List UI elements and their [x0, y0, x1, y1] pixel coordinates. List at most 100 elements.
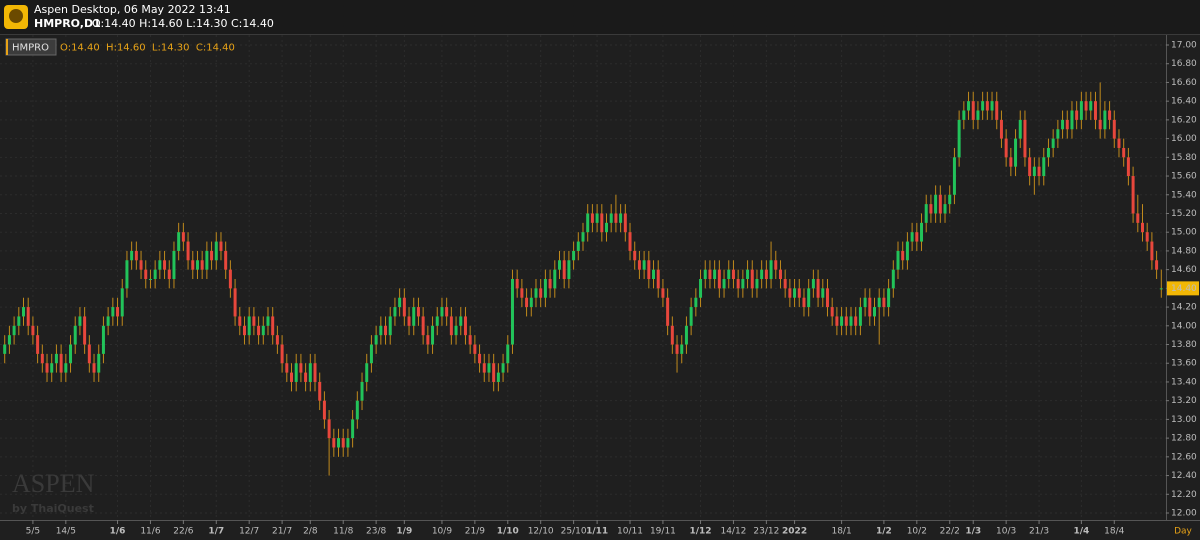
x-tick-label: 1/4	[1073, 527, 1089, 537]
candle-body	[294, 363, 298, 382]
y-tick-label: 13.40	[1171, 377, 1197, 387]
candle-body	[73, 325, 77, 345]
candle-body	[957, 119, 961, 158]
candle-body	[1093, 101, 1097, 120]
candle-body	[534, 288, 538, 298]
x-tick-label: 1/9	[396, 527, 412, 537]
candle-body	[398, 297, 402, 308]
candle-body	[266, 316, 270, 326]
candle-body	[844, 316, 848, 326]
candle-body	[290, 372, 293, 382]
symbol: HMPRO,D1	[34, 17, 101, 30]
candle-body	[1046, 147, 1050, 158]
candle-body	[694, 297, 698, 308]
y-tick-label: 12.60	[1171, 452, 1197, 462]
candle-body	[567, 260, 571, 279]
x-tick-label: 19/11	[650, 527, 676, 537]
app-icon-mark	[9, 9, 23, 23]
candle-body	[1023, 119, 1027, 158]
candle-body	[111, 307, 115, 317]
x-tick-label: 12/10	[528, 527, 554, 537]
candle-body	[388, 316, 392, 336]
candle-body	[543, 279, 547, 298]
candle-body	[181, 232, 185, 242]
candle-body	[440, 307, 444, 317]
candle-body	[87, 344, 91, 364]
x-tick-label: 23/12	[753, 527, 779, 537]
x-tick-label: 2022	[782, 527, 807, 537]
candle-body	[59, 353, 63, 373]
candle-body	[186, 241, 190, 261]
candle-body	[158, 260, 162, 270]
candle-body	[529, 297, 533, 308]
candle-body	[835, 316, 839, 326]
y-tick-label: 14.80	[1171, 246, 1197, 256]
y-tick-label: 15.20	[1171, 209, 1197, 219]
candle-body	[675, 344, 679, 354]
candle-body	[802, 297, 806, 308]
candle-body	[633, 250, 637, 261]
y-tick-label: 12.40	[1171, 471, 1197, 481]
header-ohlc: O:14.40 H:14.60 L:14.30 C:14.40	[92, 17, 274, 30]
x-tick-label: 1/7	[208, 527, 224, 537]
candle-body	[553, 269, 557, 289]
candle-body	[416, 307, 420, 317]
candle-body	[200, 260, 204, 270]
candle-body	[985, 101, 989, 111]
candle-body	[299, 363, 303, 373]
candle-body	[379, 325, 383, 336]
candle-body	[699, 279, 703, 298]
candle-body	[374, 335, 378, 345]
legend-name: HMPRO	[12, 43, 49, 54]
candle-body	[210, 250, 214, 261]
candle-body	[482, 363, 486, 373]
candle-body	[548, 279, 552, 289]
candle-body	[50, 363, 54, 373]
candle-body	[463, 316, 467, 336]
candle-body	[106, 316, 110, 326]
candle-body	[69, 344, 73, 364]
candle-body	[854, 316, 858, 326]
candle-body	[642, 260, 646, 270]
x-tick-label: 23/8	[366, 527, 386, 537]
y-tick-label: 14.20	[1171, 303, 1197, 313]
candle-body	[703, 269, 707, 279]
candle-body	[1018, 119, 1022, 139]
candle-body	[741, 279, 745, 289]
candle-body	[285, 363, 289, 373]
candle-body	[929, 204, 933, 214]
candle-body	[882, 297, 886, 308]
candle-body	[3, 344, 7, 354]
candle-body	[652, 269, 656, 279]
candle-body	[7, 335, 11, 345]
candle-body	[769, 260, 773, 279]
candle-body	[271, 316, 275, 336]
x-tick-label: 18/1	[831, 527, 851, 537]
candle-body	[36, 335, 40, 354]
x-tick-label: 21/7	[272, 527, 292, 537]
x-tick-label: 21/9	[465, 527, 485, 537]
candle-body	[1150, 241, 1154, 261]
legend-swatch	[6, 39, 8, 55]
y-tick-label: 16.00	[1171, 134, 1197, 144]
candle-body	[351, 419, 355, 439]
x-tick-label: 10/11	[617, 527, 643, 537]
candle-body	[412, 307, 416, 326]
candle-body	[1084, 101, 1088, 111]
candle-body	[952, 157, 956, 195]
x-tick-label: 1/6	[110, 527, 126, 537]
candle-body	[1159, 288, 1163, 290]
candle-body	[910, 232, 914, 242]
candle-body	[981, 101, 985, 111]
candle-body	[670, 325, 674, 345]
candle-body	[576, 241, 580, 251]
candle-body	[26, 307, 30, 326]
y-tick-label: 13.80	[1171, 340, 1197, 350]
x-tick-label: 1/11	[586, 527, 608, 537]
candle-body	[1140, 222, 1144, 233]
candle-body	[478, 353, 482, 364]
candle-body	[750, 269, 754, 289]
candle-body	[1145, 232, 1149, 242]
candle-body	[764, 269, 768, 279]
candle-body	[313, 363, 317, 382]
